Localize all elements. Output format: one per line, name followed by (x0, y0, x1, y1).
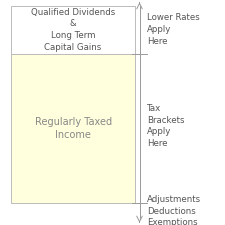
Text: Regularly Taxed
Income: Regularly Taxed Income (35, 117, 112, 140)
Bar (11, 6, 135, 54)
Text: Qualified Dividends
&
Long Term
Capital Gains: Qualified Dividends & Long Term Capital … (31, 8, 115, 52)
Text: Tax
Brackets
Apply
Here: Tax Brackets Apply Here (147, 104, 185, 148)
Bar (11, 54, 135, 202)
Text: Adjustments
Deductions
Exemptions: Adjustments Deductions Exemptions (147, 195, 202, 225)
Text: Lower Rates
Apply
Here: Lower Rates Apply Here (147, 13, 200, 45)
